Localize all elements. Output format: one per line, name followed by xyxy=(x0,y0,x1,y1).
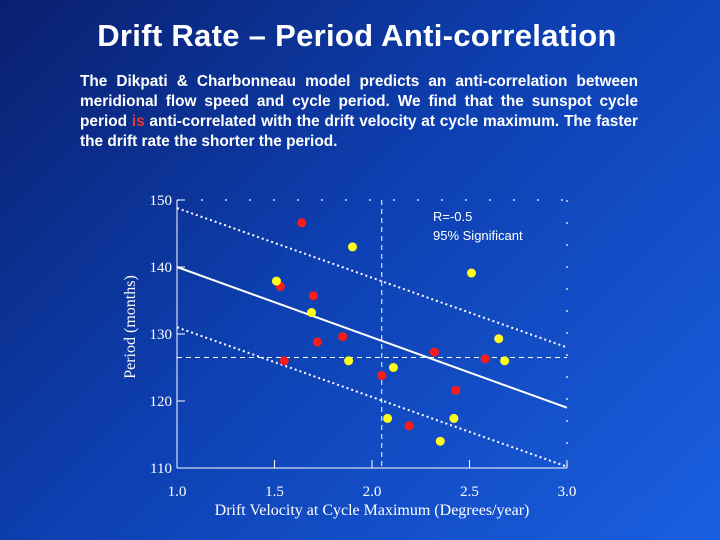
y-tick-label: 130 xyxy=(150,327,173,343)
red-data-point xyxy=(279,356,289,366)
confidence-line xyxy=(176,207,568,349)
x-tick-label: 2.5 xyxy=(460,484,479,500)
data-points xyxy=(271,218,510,446)
slide-title: Drift Rate – Period Anti-correlation xyxy=(97,18,617,53)
red-data-point xyxy=(309,291,318,301)
red-data-point xyxy=(429,347,439,357)
x-axis-title: Drift Velocity at Cycle Maximum (Degrees… xyxy=(215,502,530,519)
y-tick-labels: 110 120 130 140 150 xyxy=(150,193,185,477)
yellow-data-point xyxy=(435,436,445,446)
x-tick-label: 2.0 xyxy=(363,484,382,500)
regression-line xyxy=(176,266,568,409)
y-axis-title: Period (months) xyxy=(122,275,139,379)
red-data-point xyxy=(297,218,307,228)
y-tick-label: 110 xyxy=(150,461,172,477)
yellow-data-point xyxy=(348,242,357,252)
red-data-point xyxy=(312,337,322,347)
slide-body-text: The Dikpati & Charbonneau model predicts… xyxy=(80,72,638,152)
body-text-start: The Dikpati & Charbonneau model predicts… xyxy=(80,73,638,130)
red-data-point xyxy=(451,385,461,395)
body-text-highlight: is xyxy=(131,113,145,130)
red-data-point xyxy=(338,332,348,342)
fit-lines xyxy=(176,207,568,468)
yellow-data-point xyxy=(449,413,459,423)
significance-label: 95% Significant xyxy=(433,228,523,243)
yellow-data-point xyxy=(271,276,281,286)
y-tick-label: 150 xyxy=(150,193,173,209)
y-tick-label: 140 xyxy=(150,260,173,276)
yellow-data-point xyxy=(466,268,476,278)
x-tick-label: 1.0 xyxy=(168,484,187,500)
x-tick-label: 1.5 xyxy=(265,484,284,500)
red-data-point xyxy=(480,354,490,364)
yellow-data-point xyxy=(344,356,354,366)
red-data-point xyxy=(404,421,414,431)
x-tick-labels: 1.0 1.5 2.0 2.5 3.0 xyxy=(168,460,577,500)
confidence-line xyxy=(176,326,568,468)
correlation-label: R=-0.5 xyxy=(433,209,472,224)
red-data-point xyxy=(377,371,387,381)
yellow-data-point xyxy=(494,334,504,344)
body-text-end: anti-correlated with the drift velocity … xyxy=(80,113,638,150)
x-tick-label: 3.0 xyxy=(558,484,577,500)
yellow-data-point xyxy=(500,356,510,366)
y-tick-label: 120 xyxy=(150,394,173,410)
yellow-data-point xyxy=(307,308,317,318)
yellow-data-point xyxy=(383,413,393,423)
yellow-data-point xyxy=(388,363,398,372)
